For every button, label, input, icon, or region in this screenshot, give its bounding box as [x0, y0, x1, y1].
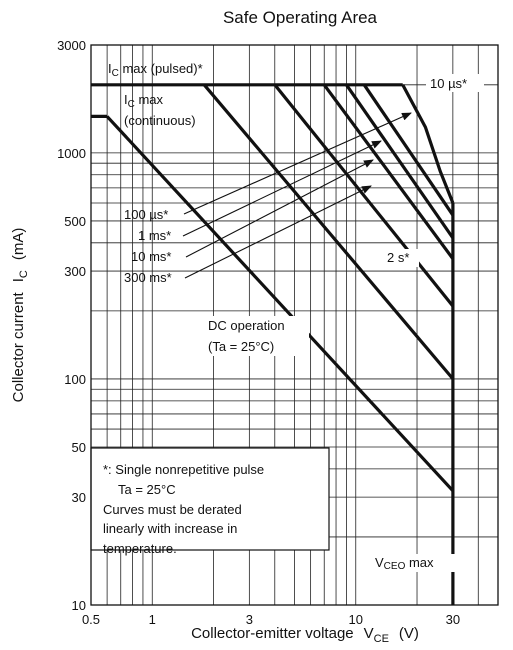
x-tick-label: 10 — [349, 612, 363, 627]
note-line-4: linearly with increase in — [103, 521, 237, 536]
y-axis-title: Collector currentIC(mA) — [10, 228, 30, 403]
y-tick-label: 300 — [64, 264, 86, 279]
label-vceo-bg — [370, 554, 464, 572]
label-dc-2: (Ta = 25°C) — [208, 339, 274, 354]
label-10us: 10 µs* — [430, 76, 467, 91]
y-tick-label: 50 — [72, 440, 86, 455]
x-tick-label: 30 — [446, 612, 460, 627]
label-ic-continuous-1: IC max — [124, 92, 164, 110]
note-box — [90, 447, 330, 551]
label-2s-bg — [383, 249, 419, 267]
plot-frame — [90, 44, 499, 606]
x-axis-title: Collector-emitter voltage VCE (V) — [191, 625, 419, 645]
series-line — [273, 83, 455, 308]
series-line — [322, 83, 455, 260]
label-300ms: 300 ms* — [124, 270, 172, 285]
series-line — [345, 83, 455, 239]
chart-title: Safe Operating Area — [223, 8, 378, 27]
label-10us-bg — [426, 74, 484, 92]
x-tick-label: 1 — [149, 612, 156, 627]
series-lines — [91, 83, 455, 605]
callout-arrow — [185, 159, 374, 258]
y-tick-label: 100 — [64, 372, 86, 387]
label-ic-continuous-2: (continuous) — [124, 113, 196, 128]
y-tick-label: 10 — [72, 598, 86, 613]
label-2s: 2 s* — [387, 250, 409, 265]
tick-labels: 0.5 1 3 10 30 10 30 50 100 300 500 1000 3000 — [57, 38, 460, 627]
callout-arrow — [184, 185, 372, 279]
x-tick-label: 0.5 — [82, 612, 100, 627]
label-100us: 100 µs* — [124, 207, 168, 222]
callout-arrow — [183, 112, 412, 215]
callout-lines — [182, 112, 412, 279]
y-tick-label: 500 — [64, 214, 86, 229]
y-tick-label: 3000 — [57, 38, 86, 53]
series-line — [362, 83, 455, 217]
label-1ms: 1 ms* — [138, 228, 171, 243]
label-vceo: VCEO max — [375, 555, 434, 572]
note-line-1: *: Single nonrepetitive pulse — [103, 462, 264, 477]
x-tick-label: 3 — [246, 612, 253, 627]
series-line — [105, 115, 455, 492]
label-dc-1: DC operation — [208, 318, 285, 333]
note-line-3: Curves must be derated — [103, 502, 242, 517]
y-tick-label: 1000 — [57, 146, 86, 161]
callout-arrow — [182, 140, 382, 237]
label-10ms: 10 ms* — [131, 249, 171, 264]
series-line — [202, 83, 455, 380]
note-line-2: Ta = 25°C — [118, 482, 176, 497]
label-ic-pulsed: IC max (pulsed)* — [108, 61, 203, 79]
note-line-5: temperature. — [103, 541, 177, 556]
y-tick-label: 30 — [72, 490, 86, 505]
series-line — [401, 84, 455, 204]
label-dc-bg — [203, 316, 309, 356]
